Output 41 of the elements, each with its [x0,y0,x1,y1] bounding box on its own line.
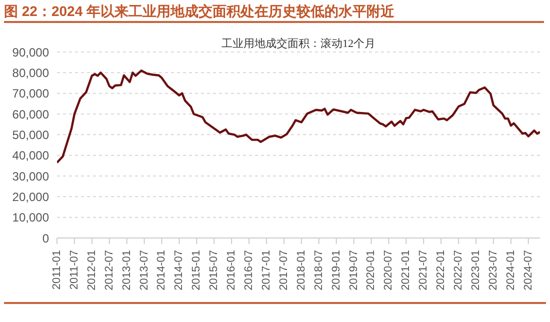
y-tick-label: 80,000 [12,66,50,80]
x-tick-label: 2023-01 [470,250,482,290]
y-tick-label: 50,000 [12,128,50,142]
x-tick-label: 2011-07 [68,250,80,290]
x-tick-label: 2017-07 [278,250,290,290]
x-tick-label: 2021-01 [400,250,412,290]
x-tick-label: 2016-01 [226,250,238,290]
x-tick-label: 2018-01 [295,250,308,290]
x-tick-label: 2012-07 [103,250,116,290]
x-tick-label: 2016-07 [243,250,256,290]
y-tick-label: 70,000 [12,86,50,101]
x-tick-label: 2024-07 [522,250,534,290]
x-tick-label: 2023-07 [487,250,500,290]
x-tick-label: 2020-01 [365,250,378,290]
x-tick-label: 2019-01 [330,250,342,290]
x-tick-label: 2017-01 [260,250,272,290]
y-tick-label: 60,000 [12,107,50,122]
y-tick-label: 30,000 [12,169,50,184]
chart-subtitle: 工业用地成交面积：滚动12个月 [220,36,376,51]
y-tick-label: 40,000 [12,148,50,163]
y-tick-label: 10,000 [12,210,50,225]
x-tick-label: 2019-07 [348,250,360,290]
x-tick-label: 2015-07 [208,250,220,290]
y-tick-label: 20,000 [12,190,50,204]
x-tick-label: 2014-07 [173,250,186,290]
x-tick-label: 2020-07 [382,250,395,290]
x-tick-label: 2012-01 [86,250,98,290]
x-tick-label: 2018-07 [312,250,325,290]
x-tick-label: 2022-01 [435,250,448,290]
y-tick-label: 0 [42,231,50,246]
x-tick-label: 2011-01 [51,250,63,290]
x-tick-label: 2013-07 [138,250,150,290]
chart-title: 图 22：2024 年以来工业用地成交面积处在历史较低的水平附近 [4,2,544,23]
x-tick-label: 2014-01 [156,250,168,290]
line-series [57,70,540,164]
x-tick-label: 2015-01 [190,250,203,290]
x-tick-label: 2021-07 [418,250,430,290]
y-tick-label: 90,000 [12,45,50,60]
x-tick-label: 2022-07 [452,250,465,290]
x-tick-label: 2024-01 [504,250,517,290]
x-tick-label: 2013-01 [120,250,133,290]
